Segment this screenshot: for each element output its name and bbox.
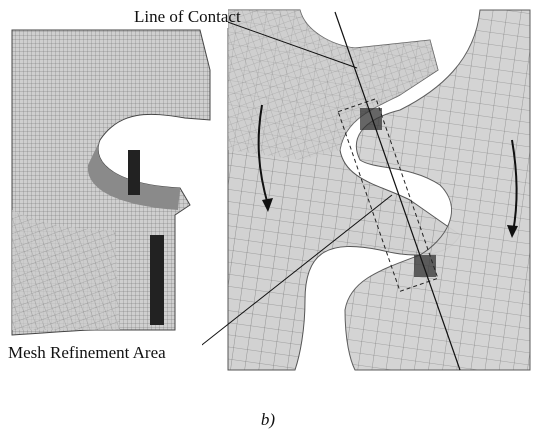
caption: b)	[261, 410, 276, 429]
right-mesh-view	[228, 10, 530, 370]
figure: Line of Contact Mesh Refinement Area b)	[0, 0, 537, 437]
label: Line of Contact	[134, 7, 241, 26]
label: Mesh Refinement Area	[8, 343, 166, 362]
left-mesh-view	[12, 30, 210, 335]
page: {"labels": {"line_of_contact": "Line of …	[0, 0, 537, 437]
